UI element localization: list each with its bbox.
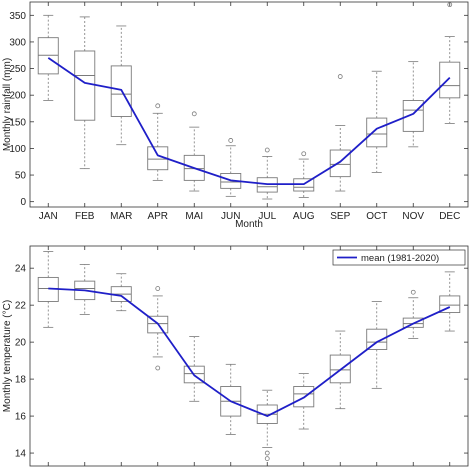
box-feb (74, 264, 96, 315)
box-sep (329, 330, 351, 410)
iqr-box (366, 328, 388, 350)
y-tick-label: 200 (9, 91, 26, 102)
y-tick-label: 16 (15, 412, 27, 423)
x-tick-label: FEB (75, 211, 95, 222)
outlier-point (410, 289, 416, 295)
box-nov (402, 289, 424, 339)
y-tick-label: 22 (15, 301, 27, 312)
y-tick-label: 350 (9, 11, 26, 22)
box-sep (329, 74, 351, 192)
box-jan (37, 14, 59, 101)
box-aug (293, 373, 315, 430)
iqr-box (329, 149, 351, 178)
x-axis-label: Month (235, 219, 263, 230)
iqr-box (329, 354, 351, 384)
y-tick-label: 100 (9, 144, 26, 155)
x-tick-label: AUG (293, 211, 315, 222)
box-mai (183, 111, 205, 192)
outlier-point (228, 138, 234, 143)
outlier-point (337, 74, 343, 79)
box-apr (147, 286, 169, 371)
outlier-point (155, 365, 161, 371)
box-feb (74, 16, 96, 170)
x-tick-label: APR (147, 211, 168, 222)
x-tick-label: MAR (110, 211, 132, 222)
iqr-box (147, 315, 169, 334)
outlier-point (264, 450, 270, 456)
iqr-box (293, 386, 315, 408)
outlier-point (264, 456, 270, 462)
y-tick-label: 20 (15, 338, 27, 349)
box-mar (110, 25, 132, 146)
iqr-box (110, 65, 132, 117)
y-axis-label: Monthly temperature (°C) (2, 300, 13, 412)
y-tick-label: 150 (9, 117, 26, 128)
y-tick-label: 300 (9, 37, 26, 48)
legend-label: mean (1981-2020) (361, 253, 439, 264)
iqr-box (183, 154, 205, 181)
box-nov (402, 61, 424, 148)
y-tick-label: 0 (20, 197, 26, 208)
box-dec (439, 2, 461, 124)
iqr-box (37, 37, 59, 75)
iqr-box (74, 50, 96, 121)
box-oct (366, 70, 388, 173)
iqr-box (366, 117, 388, 148)
outlier-point (155, 286, 161, 291)
plot-area-frame (29, 1, 469, 208)
box-mar (110, 273, 132, 312)
box-mai (183, 336, 205, 402)
outlier-point (447, 2, 453, 8)
x-tick-label: SEP (330, 211, 350, 222)
y-tick-label: 250 (9, 64, 26, 75)
legend: mean (1981-2020) (332, 249, 466, 266)
y-tick-label: 24 (15, 264, 27, 275)
mean-line (47, 57, 451, 186)
rainfall-panel: 0 50 100 150 200 250 300 350 JAN FEB MAR APR MAI JUN J… (2, 1, 469, 230)
box-oct (366, 301, 388, 389)
y-axis-label: Monthly rainfall (mm) (2, 58, 13, 151)
box-jul (256, 147, 278, 200)
iqr-box (439, 61, 461, 99)
outlier-point (191, 111, 197, 117)
box-jun (220, 138, 242, 197)
y-tick-label: 50 (15, 171, 27, 182)
x-tick-label: JUL (258, 211, 276, 222)
iqr-box (402, 317, 424, 328)
x-tick-label: NOV (402, 211, 424, 222)
box-dec (439, 271, 461, 332)
y-tick-label: 14 (15, 449, 27, 460)
iqr-box (402, 100, 424, 132)
mean-line (48, 287, 451, 418)
box-jun (220, 363, 242, 435)
outlier-point (301, 151, 307, 157)
y-tick-label: 18 (15, 375, 27, 386)
x-tick-label: DEC (439, 211, 460, 222)
iqr-box (439, 295, 461, 314)
box-jul (256, 389, 278, 462)
temperature-panel: 14 16 18 20 22 24 Monthly temperature (°C) mean… (2, 245, 469, 467)
box-jan (37, 251, 59, 328)
x-tick-label: JAN (39, 211, 58, 222)
legend-frame (332, 249, 466, 266)
outlier-point (155, 103, 161, 109)
plot-area-frame (29, 245, 469, 467)
x-tick-label: MAI (185, 211, 203, 222)
outlier-point (264, 147, 270, 153)
iqr-box (183, 365, 205, 384)
x-tick-label: JUN (221, 211, 240, 222)
x-tick-label: OCT (366, 211, 387, 222)
box-aug (293, 151, 315, 198)
